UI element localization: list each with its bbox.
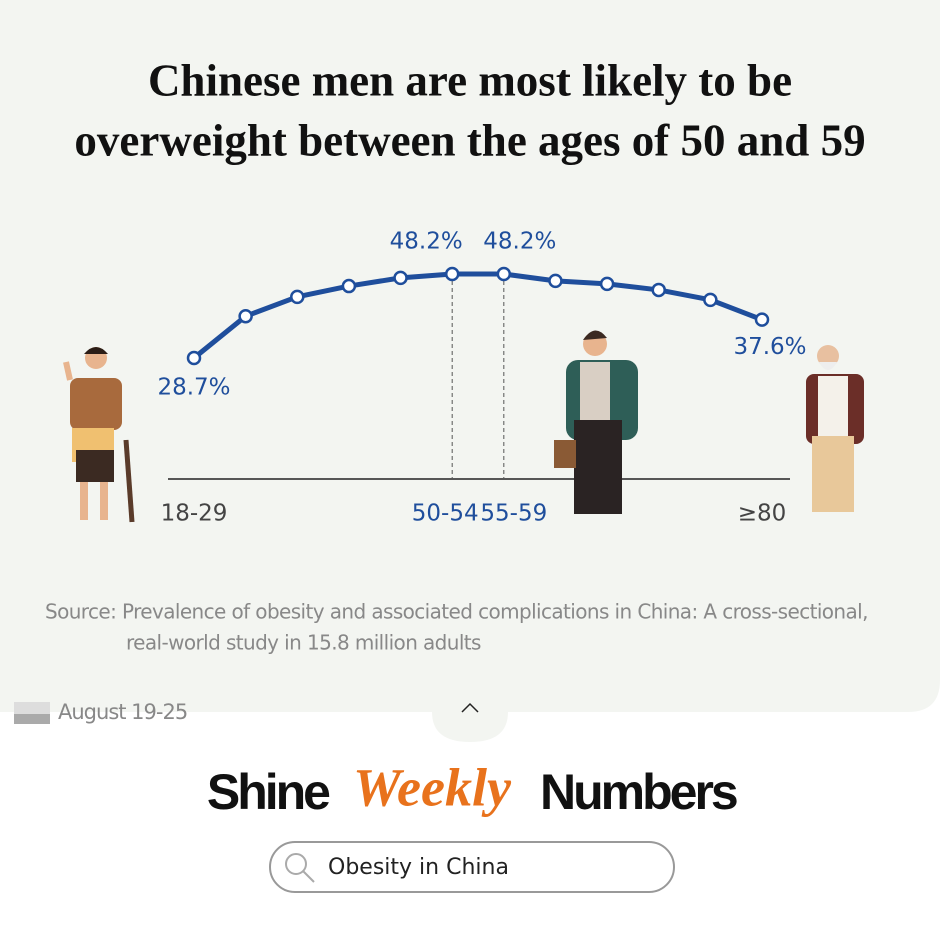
illustration-old-man (806, 345, 864, 512)
x-tick-label: 50-54 (412, 501, 479, 527)
value-label: 48.2% (390, 229, 463, 255)
point (444, 266, 460, 282)
x-tick-label: 18-29 (161, 501, 228, 527)
illustration-boy (63, 347, 135, 523)
point (290, 289, 305, 305)
point (341, 278, 357, 294)
search-box[interactable] (269, 841, 675, 893)
point (186, 350, 202, 366)
point (651, 282, 666, 298)
date: August 19-25 (58, 700, 187, 724)
chart-title: Chinese men are most likely to be (148, 55, 792, 105)
x-tick-label: ≥80 (738, 501, 787, 527)
tab[interactable] (432, 712, 508, 742)
point (393, 270, 408, 286)
brand-left: Shine (207, 764, 330, 820)
point (754, 312, 770, 327)
source: Source: Prevalence of obesity and associ… (45, 600, 868, 624)
point (548, 273, 563, 289)
value-label: 48.2% (483, 229, 556, 255)
point (238, 308, 253, 324)
value-label: 28.7% (157, 375, 230, 401)
date-icon (14, 702, 50, 724)
source: real-world study in 15.8 million adults (126, 631, 481, 655)
chevron-up[interactable] (461, 702, 479, 713)
point (496, 266, 512, 282)
chart-title: overweight between the ages of 50 and 59 (74, 115, 865, 165)
search-icon (285, 853, 307, 875)
illustration-man (554, 330, 638, 514)
point (703, 292, 718, 308)
point (599, 276, 615, 292)
panel (0, 0, 940, 712)
value-label: 37.6% (733, 334, 806, 360)
brand-middle: Weekly (353, 757, 512, 817)
brand-right: Numbers (540, 764, 737, 820)
line (192, 271, 763, 360)
x-tick-label: 55-59 (480, 501, 547, 527)
search-icon (302, 870, 315, 883)
search-text[interactable]: Obesity in China (328, 855, 509, 880)
